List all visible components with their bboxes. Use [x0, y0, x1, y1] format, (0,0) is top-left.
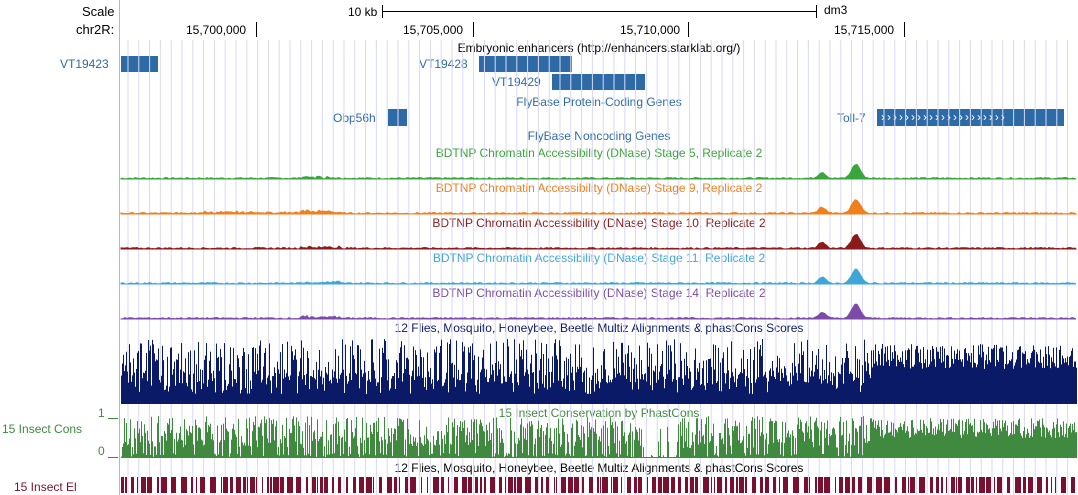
track-title-dnase-s9: BDTNP Chromatin Accessibility (DNase) St… — [435, 181, 763, 195]
track-title-elements: 12 Flies, Mosquito, Honeybee, Beetle Mul… — [394, 461, 804, 475]
track-title-enhancers: Embryonic enhancers (http://enhancers.st… — [457, 41, 741, 55]
scale-bar — [382, 11, 816, 12]
ruler-tick-label: 15,700,000 — [186, 23, 247, 37]
scale-bar-left-cap — [382, 5, 383, 18]
dnase-signal-track — [120, 268, 1077, 285]
phastcons-signal-track — [121, 416, 1077, 458]
axis-max-tick — [108, 418, 118, 419]
enhancer-feature[interactable] — [121, 56, 158, 72]
ruler-tick-label: 15,710,000 — [620, 23, 681, 37]
track-title-noncoding: FlyBase Noncoding Genes — [527, 129, 671, 143]
enhancer-label[interactable]: VT19428 — [419, 57, 468, 71]
ruler-tick — [256, 22, 257, 37]
side-label-elements[interactable]: 15 Insect El — [14, 480, 77, 494]
chrom-label: chr2R: — [76, 22, 115, 37]
assembly-label: dm3 — [824, 3, 848, 17]
track-title-dnase-s10: BDTNP Chromatin Accessibility (DNase) St… — [432, 216, 766, 230]
left-boundary-line — [119, 0, 120, 495]
track-title-multiz: 12 Flies, Mosquito, Honeybee, Beetle Mul… — [394, 321, 804, 335]
axis-min-label: 0 — [98, 444, 105, 458]
grid-lines — [127, 40, 1069, 495]
dnase-signal-track — [120, 233, 1078, 250]
ruler-tick-label: 15,705,000 — [403, 23, 464, 37]
track-title-dnase-s14: BDTNP Chromatin Accessibility (DNase) St… — [432, 286, 766, 300]
dnase-signal-track — [120, 163, 1077, 180]
ruler-tick — [473, 22, 474, 37]
scale-bar-label: 10 kb — [348, 5, 378, 19]
side-label-phastcons[interactable]: 15 Insect Cons — [2, 422, 83, 436]
multiz-signal-track — [121, 339, 1077, 404]
track-title-dnase-s11: BDTNP Chromatin Accessibility (DNase) St… — [432, 251, 766, 265]
enhancer-label[interactable]: VT19423 — [60, 57, 109, 71]
scale-label: Scale — [82, 4, 115, 19]
enhancer-feature[interactable] — [552, 74, 645, 90]
scale-bar-right-cap — [816, 5, 817, 18]
ruler-tick — [688, 22, 689, 37]
track-title-coding-genes: FlyBase Protein-Coding Genes — [516, 95, 682, 109]
ruler-tick — [904, 22, 905, 37]
track-title-dnase-s5: BDTNP Chromatin Accessibility (DNase) St… — [435, 146, 763, 160]
dnase-signal-track — [120, 303, 1077, 320]
elements-track — [121, 477, 1075, 493]
ruler-tick-label: 15,715,000 — [834, 23, 895, 37]
dnase-signal-track — [120, 199, 1078, 215]
axis-max-label: 1 — [98, 406, 105, 420]
axis-min-tick — [108, 457, 118, 458]
